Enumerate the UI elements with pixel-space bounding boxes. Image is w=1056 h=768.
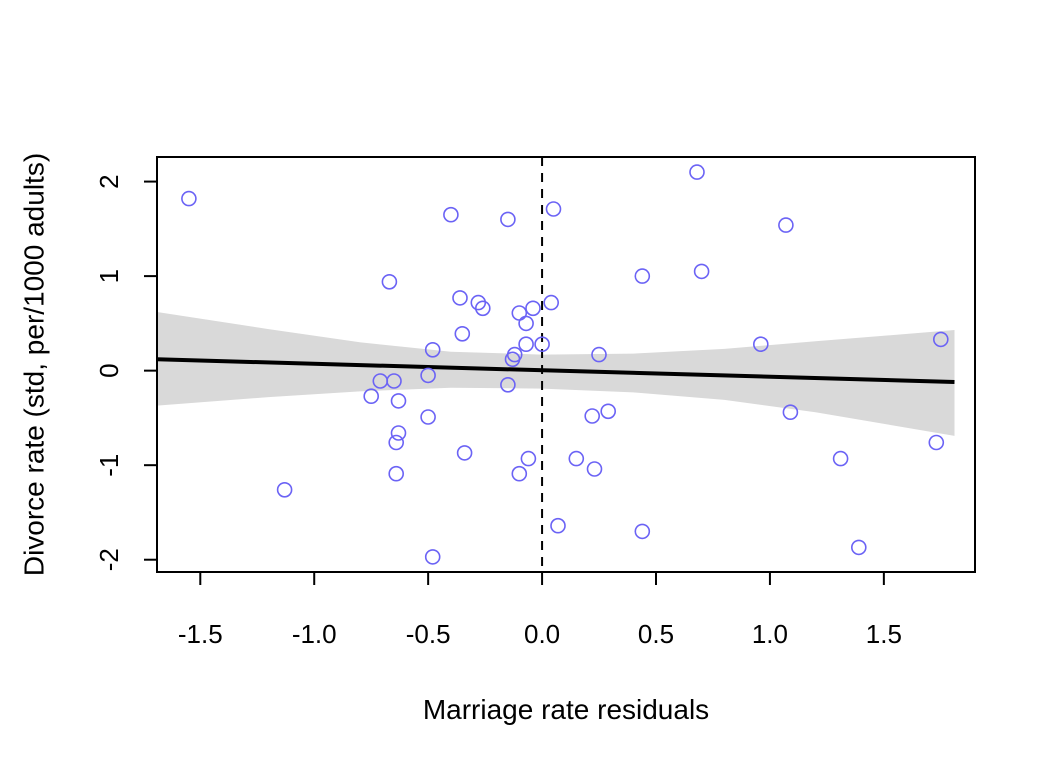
data-point (850, 539, 867, 556)
data-point (500, 211, 516, 228)
regression-line (156, 357, 955, 384)
data-point (543, 294, 560, 311)
data-point (420, 409, 436, 425)
data-point (388, 434, 405, 451)
y-tick-label: 0 (94, 363, 124, 377)
data-point (386, 373, 402, 389)
x-tick-label: -0.5 (406, 619, 451, 649)
y-tick-label: 2 (94, 174, 124, 188)
data-point (390, 425, 407, 441)
y-tick-label: -2 (94, 548, 124, 571)
data-point (832, 450, 849, 467)
data-point (693, 263, 710, 280)
confidence-band (157, 312, 955, 436)
data-point (600, 403, 617, 420)
data-point (932, 331, 949, 348)
x-tick-label: -1.5 (178, 619, 223, 649)
data-point (388, 465, 405, 482)
data-point (452, 290, 468, 306)
x-tick-label: -1.0 (292, 619, 337, 649)
x-tick-label: 0.0 (524, 619, 560, 649)
data-point (778, 217, 794, 233)
data-point (454, 325, 471, 342)
data-point (276, 481, 293, 498)
data-point (424, 549, 441, 565)
data-point (634, 523, 651, 540)
data-point (506, 346, 523, 363)
data-point (545, 201, 562, 217)
data-point (525, 300, 541, 317)
data-point (474, 300, 491, 317)
data-point (518, 336, 534, 353)
data-point (518, 315, 534, 332)
data-point (381, 273, 398, 290)
y-tick-label: -1 (94, 454, 124, 477)
data-point (634, 268, 651, 284)
data-point (181, 190, 197, 207)
data-point (420, 367, 436, 384)
data-point (928, 434, 945, 451)
data-point (586, 461, 603, 477)
data-point (591, 346, 607, 363)
data-point (782, 404, 799, 421)
data-point (550, 517, 566, 534)
data-point (752, 336, 769, 353)
data-point (511, 465, 528, 482)
data-point (584, 408, 601, 424)
y-axis-label: Divorce rate (std, per/1000 adults) (19, 153, 50, 576)
x-tick-label: 1.0 (752, 619, 788, 649)
data-point (363, 388, 380, 405)
x-tick-label: 0.5 (638, 619, 674, 649)
data-point (390, 393, 407, 409)
y-tick-label: 1 (94, 269, 124, 283)
data-point (689, 164, 705, 180)
x-tick-label: 1.5 (866, 619, 902, 649)
data-point (568, 450, 585, 467)
data-point (424, 341, 441, 358)
data-point (534, 336, 550, 353)
data-point (500, 376, 516, 393)
data-point (456, 445, 473, 461)
data-point (511, 305, 528, 321)
data-point (520, 450, 537, 467)
data-point (443, 206, 459, 223)
x-axis-label: Marriage rate residuals (423, 694, 709, 725)
